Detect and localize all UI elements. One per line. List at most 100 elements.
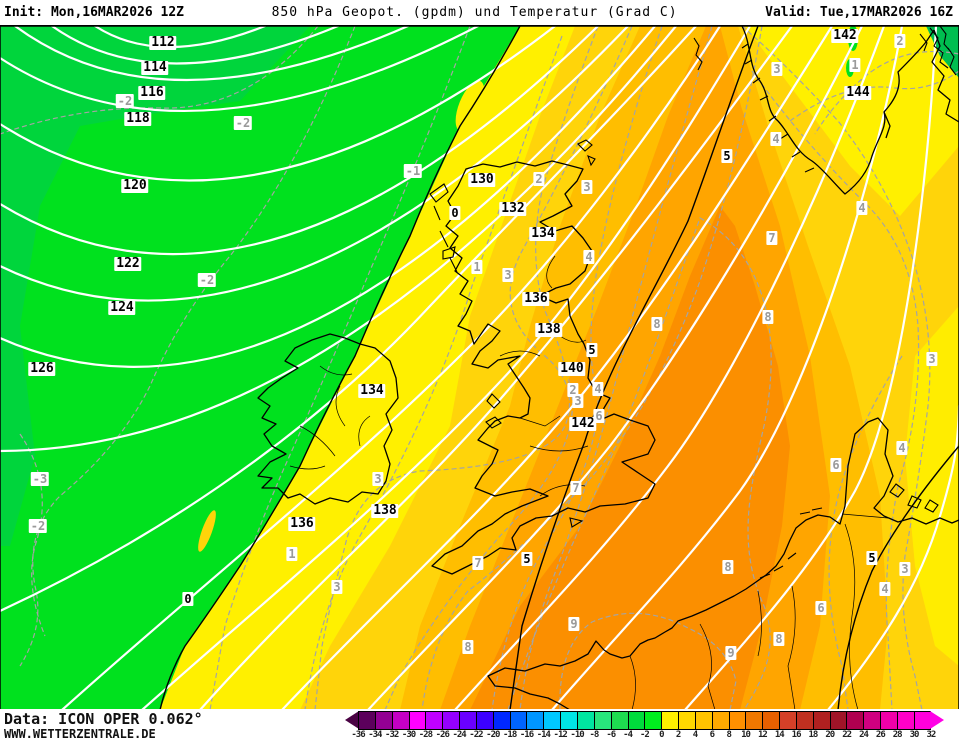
temperature-label: 4 xyxy=(583,250,595,264)
geopotential-label: 124 xyxy=(108,300,136,315)
geopotential-label: 132 xyxy=(499,201,527,216)
map-canvas[interactable]: 112 114 116 118 120 122 124 126 130 132 134 134 136 1… xyxy=(0,25,959,710)
temperature-label: 4 xyxy=(896,441,908,455)
temperature-label: 1 xyxy=(471,260,483,274)
geopotential-label: 130 xyxy=(468,172,496,187)
colorbar-tick: -18 xyxy=(503,730,517,740)
temperature-label: 2 xyxy=(533,172,545,186)
temperature-label: -2 xyxy=(197,273,217,287)
colorbar-tick: 2 xyxy=(675,730,682,740)
colorbar-segment xyxy=(526,711,544,730)
temperature-label: 4 xyxy=(770,132,782,146)
temperature-label: 0 xyxy=(449,206,461,220)
colorbar-segment xyxy=(391,711,409,730)
colorbar-segment xyxy=(728,711,746,730)
temperature-label: 9 xyxy=(568,617,580,631)
geopotential-label: 138 xyxy=(371,503,399,518)
colorbar-segment xyxy=(745,711,763,730)
geopotential-label: 118 xyxy=(124,111,152,126)
geopotential-label: 122 xyxy=(114,256,142,271)
colorbar-segment xyxy=(779,711,796,730)
colorbar-tick: -4 xyxy=(623,730,633,740)
colorbar-segment xyxy=(475,711,493,730)
colorbar-segment xyxy=(694,711,712,730)
temperature-colorbar: -36 -34 -32 -30 -28 -26 -24 -22 -20 -18 -16 -14 -12-… xyxy=(345,711,957,741)
temperature-label: -3 xyxy=(30,472,50,486)
colorbar-segment xyxy=(711,711,729,730)
temperature-label: 7 xyxy=(570,481,582,495)
colorbar-segment xyxy=(610,711,628,730)
colorbar-segment xyxy=(829,711,847,730)
temperature-label: 6 xyxy=(593,409,605,423)
colorbar-tick: -16 xyxy=(519,730,534,740)
temperature-label: 5 xyxy=(866,551,878,565)
colorbar-tick: 28 xyxy=(892,730,903,740)
colorbar-segment xyxy=(492,711,510,730)
temperature-label: -2 xyxy=(28,519,48,533)
colorbar-tick: 16 xyxy=(791,730,802,740)
colorbar-segments xyxy=(358,711,931,730)
colorbar-tick: -24 xyxy=(452,730,466,740)
temperature-label: 6 xyxy=(830,458,842,472)
valid-time: Valid: Tue,17MAR2026 16Z xyxy=(765,5,953,20)
geopotential-label: 144 xyxy=(844,85,872,100)
colorbar-segment xyxy=(576,711,594,730)
temperature-label: 2 xyxy=(567,383,579,397)
temperature-label: -2 xyxy=(115,94,135,108)
colorbar-segment xyxy=(661,711,679,730)
website-label[interactable]: WWW.WETTERZENTRALE.DE xyxy=(4,727,156,741)
colorbar-tick: -34 xyxy=(368,730,382,740)
geopotential-label: 126 xyxy=(28,361,56,376)
temperature-label: 3 xyxy=(771,62,783,76)
colorbar-tick: -12 xyxy=(553,730,568,740)
colorbar-tick: 6 xyxy=(709,730,716,740)
temperature-label: 3 xyxy=(572,394,584,408)
colorbar-segment xyxy=(863,711,881,730)
colorbar-segment xyxy=(913,711,931,730)
colorbar-right-arrow xyxy=(930,711,944,729)
admin-borders xyxy=(289,255,889,710)
geopotential-label: 134 xyxy=(358,383,386,398)
geopotential-label: 142 xyxy=(569,416,597,431)
colorbar-segment xyxy=(846,711,864,730)
colorbar-tick: -22 xyxy=(469,730,483,740)
colorbar-tick: -20 xyxy=(486,730,500,740)
geopotential-label: 134 xyxy=(529,226,557,241)
footer-bar: Data: ICON OPER 0.062° WWW.WETTERZENTRAL… xyxy=(0,709,959,741)
colorbar-segment xyxy=(509,711,527,730)
temperature-label: 7 xyxy=(472,556,484,570)
temperature-label: 9 xyxy=(725,646,737,660)
geopotential-label: 112 xyxy=(149,35,177,50)
colorbar-tick: 32 xyxy=(926,730,936,740)
temperature-label: 3 xyxy=(372,472,384,486)
colorbar-tick: 12 xyxy=(757,730,768,740)
continental-coast xyxy=(487,417,959,710)
colorbar-tick: 24 xyxy=(859,730,869,740)
geopotential-label: 116 xyxy=(138,85,166,100)
temperature-label: 8 xyxy=(462,640,474,654)
colorbar-tick: 30 xyxy=(909,730,920,740)
temperature-label: -1 xyxy=(403,164,423,178)
temperature-label: 3 xyxy=(581,180,593,194)
colorbar-segment xyxy=(795,711,813,730)
colorbar-segment xyxy=(812,711,830,730)
geopotential-label: 120 xyxy=(121,178,149,193)
colorbar-tick: 18 xyxy=(808,730,819,740)
colorbar-segment xyxy=(374,711,392,730)
colorbar-segment xyxy=(880,711,897,730)
colorbar-segment xyxy=(644,711,662,730)
geopotential-label: 138 xyxy=(535,322,563,337)
colorbar-tick: -14 xyxy=(536,730,551,740)
temperature-label: 8 xyxy=(773,632,785,646)
temperature-label: 8 xyxy=(651,317,663,331)
geopotential-contours xyxy=(0,26,959,710)
temperature-label: -2 xyxy=(233,116,253,130)
colorbar-tick: 4 xyxy=(692,730,699,740)
temperature-bands xyxy=(0,26,959,710)
chart-title: 850 hPa Geopot. (gpdm) und Temperatur (G… xyxy=(271,5,678,20)
colorbar-segment xyxy=(627,711,645,730)
colorbar-segment xyxy=(678,711,695,730)
temperature-label: 7 xyxy=(766,231,778,245)
colorbar-tick: 14 xyxy=(774,730,785,740)
